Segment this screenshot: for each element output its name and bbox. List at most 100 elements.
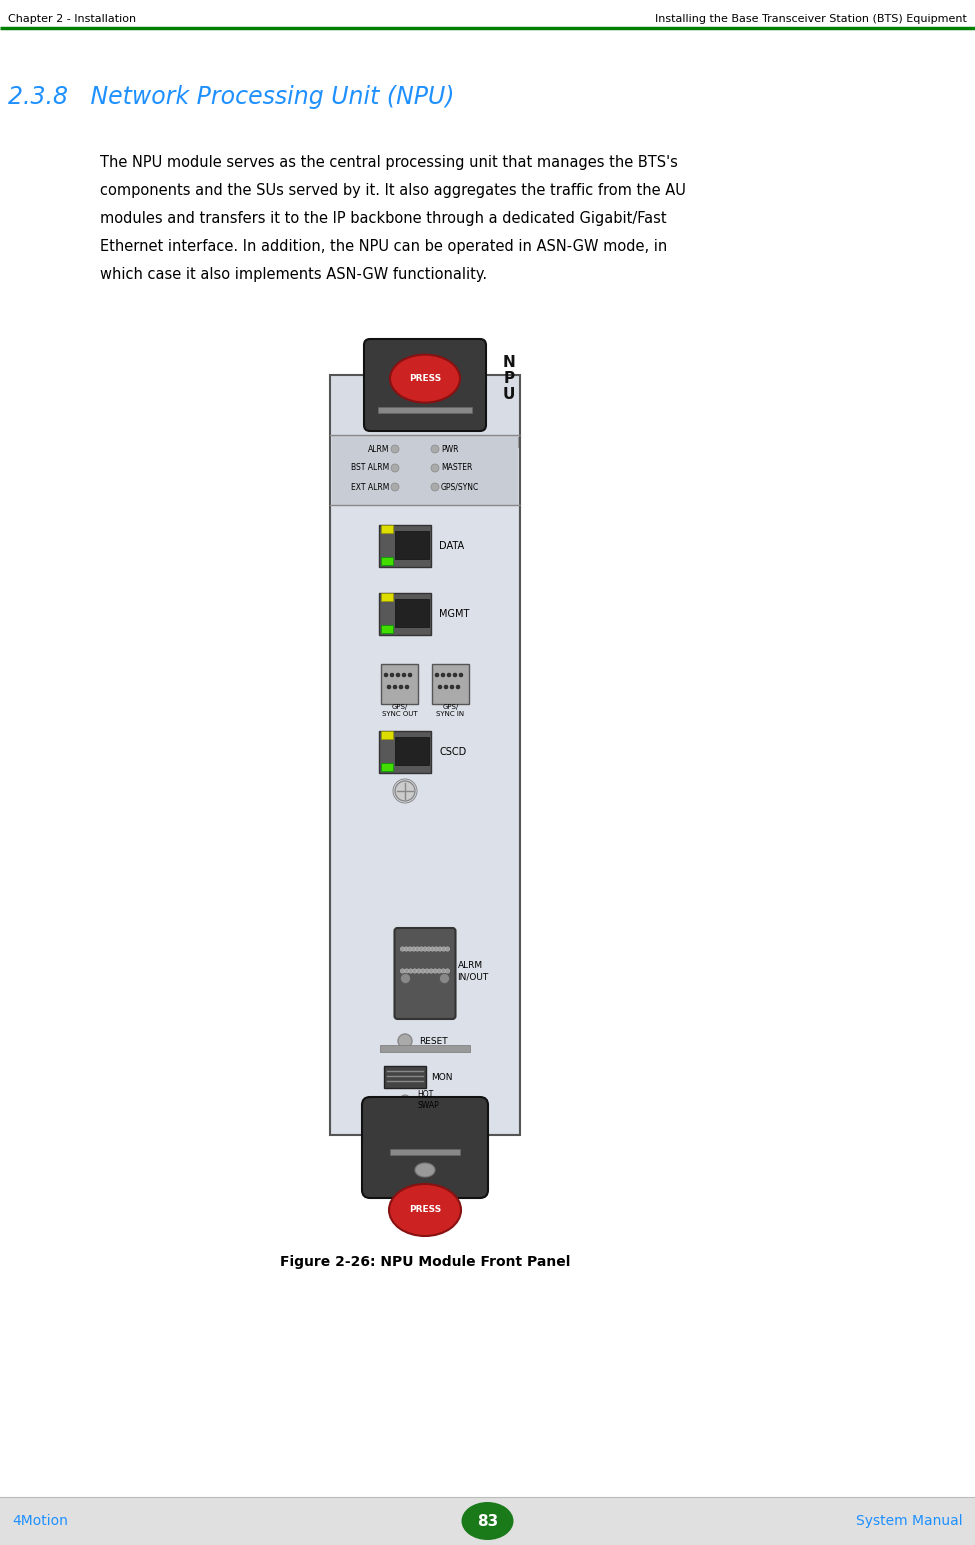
Bar	[332, 436, 518, 505]
FancyBboxPatch shape	[379, 731, 431, 772]
Circle shape	[405, 684, 409, 689]
Text: 4Motion: 4Motion	[12, 1514, 68, 1528]
Text: modules and transfers it to the IP backbone through a dedicated Gigabit/Fast: modules and transfers it to the IP backb…	[100, 212, 667, 226]
Circle shape	[447, 674, 451, 677]
Text: GPS/SYNC: GPS/SYNC	[441, 482, 480, 491]
Bar	[381, 525, 393, 533]
Circle shape	[438, 947, 443, 952]
Circle shape	[395, 782, 415, 800]
Circle shape	[400, 1095, 410, 1105]
Circle shape	[393, 684, 397, 689]
Text: Chapter 2 - Installation: Chapter 2 - Installation	[8, 14, 137, 25]
Text: which case it also implements ASN-GW functionality.: which case it also implements ASN-GW fun…	[100, 267, 488, 283]
Circle shape	[429, 969, 433, 973]
Bar	[332, 505, 518, 1132]
Text: N
P
U: N P U	[502, 355, 515, 402]
Circle shape	[401, 973, 410, 984]
Circle shape	[399, 684, 403, 689]
Circle shape	[401, 969, 405, 973]
Bar	[381, 763, 393, 771]
Circle shape	[442, 969, 446, 973]
Circle shape	[435, 674, 439, 677]
Circle shape	[433, 969, 438, 973]
Circle shape	[444, 684, 448, 689]
Circle shape	[415, 947, 419, 952]
Text: 2.3.8   Network Processing Unit (NPU): 2.3.8 Network Processing Unit (NPU)	[8, 85, 454, 110]
Circle shape	[408, 674, 412, 677]
Bar	[332, 437, 518, 447]
Text: components and the SUs served by it. It also aggregates the traffic from the AU: components and the SUs served by it. It …	[100, 182, 685, 198]
Circle shape	[453, 674, 457, 677]
Bar	[395, 531, 429, 559]
Bar	[395, 737, 429, 765]
Circle shape	[409, 969, 412, 973]
Text: The NPU module serves as the central processing unit that manages the BTS's: The NPU module serves as the central pro…	[100, 154, 678, 170]
Circle shape	[434, 947, 439, 952]
Text: ALRM: ALRM	[368, 445, 389, 454]
Text: PRESS: PRESS	[409, 374, 441, 383]
Text: MON: MON	[431, 1072, 452, 1082]
Text: CSCD: CSCD	[439, 746, 466, 757]
Circle shape	[459, 674, 463, 677]
Circle shape	[425, 969, 429, 973]
FancyBboxPatch shape	[364, 338, 486, 431]
Ellipse shape	[415, 1163, 435, 1177]
Text: DATA: DATA	[439, 541, 464, 552]
Text: ALRM
IN/OUT: ALRM IN/OUT	[457, 961, 488, 981]
Circle shape	[431, 445, 439, 453]
Text: Figure 2-26: NPU Module Front Panel: Figure 2-26: NPU Module Front Panel	[280, 1255, 570, 1268]
Text: PRESS: PRESS	[409, 1205, 441, 1214]
Text: GPS/
SYNC OUT: GPS/ SYNC OUT	[381, 705, 417, 717]
Circle shape	[456, 684, 460, 689]
Circle shape	[446, 947, 449, 952]
Bar	[0, 1497, 975, 1545]
FancyBboxPatch shape	[381, 664, 418, 705]
Text: MGMT: MGMT	[439, 609, 469, 620]
Bar	[390, 1149, 460, 1156]
FancyBboxPatch shape	[384, 1066, 426, 1088]
Text: EXT ALRM: EXT ALRM	[351, 482, 389, 491]
Circle shape	[431, 464, 439, 473]
Bar	[395, 599, 429, 627]
Text: PWR: PWR	[441, 445, 458, 454]
FancyBboxPatch shape	[330, 375, 520, 1136]
Circle shape	[450, 684, 454, 689]
Circle shape	[426, 947, 431, 952]
Circle shape	[431, 484, 439, 491]
Circle shape	[446, 969, 449, 973]
Circle shape	[398, 1034, 412, 1048]
Circle shape	[396, 674, 400, 677]
Circle shape	[423, 947, 427, 952]
Circle shape	[438, 684, 442, 689]
Circle shape	[405, 969, 409, 973]
FancyBboxPatch shape	[379, 525, 431, 567]
Circle shape	[421, 969, 425, 973]
Circle shape	[442, 947, 446, 952]
Circle shape	[402, 674, 406, 677]
Bar	[370, 1100, 480, 1145]
FancyBboxPatch shape	[432, 664, 469, 705]
Circle shape	[430, 947, 435, 952]
Circle shape	[441, 674, 445, 677]
Circle shape	[391, 484, 399, 491]
Circle shape	[391, 445, 399, 453]
FancyBboxPatch shape	[395, 929, 455, 1020]
Text: Ethernet interface. In addition, the NPU can be operated in ASN-GW mode, in: Ethernet interface. In addition, the NPU…	[100, 239, 667, 253]
Text: BST ALRM: BST ALRM	[351, 464, 389, 473]
Circle shape	[411, 947, 416, 952]
Text: 83: 83	[477, 1514, 498, 1528]
Circle shape	[440, 973, 449, 984]
Bar	[378, 406, 472, 413]
Ellipse shape	[461, 1502, 514, 1540]
Circle shape	[419, 947, 423, 952]
Circle shape	[437, 969, 442, 973]
Circle shape	[416, 969, 421, 973]
Circle shape	[387, 684, 391, 689]
Circle shape	[408, 947, 412, 952]
FancyBboxPatch shape	[379, 593, 431, 635]
Text: Installing the Base Transceiver Station (BTS) Equipment: Installing the Base Transceiver Station …	[655, 14, 967, 25]
Circle shape	[412, 969, 417, 973]
Circle shape	[391, 464, 399, 473]
Circle shape	[404, 947, 409, 952]
Text: HOT
SWAP: HOT SWAP	[417, 1091, 439, 1109]
